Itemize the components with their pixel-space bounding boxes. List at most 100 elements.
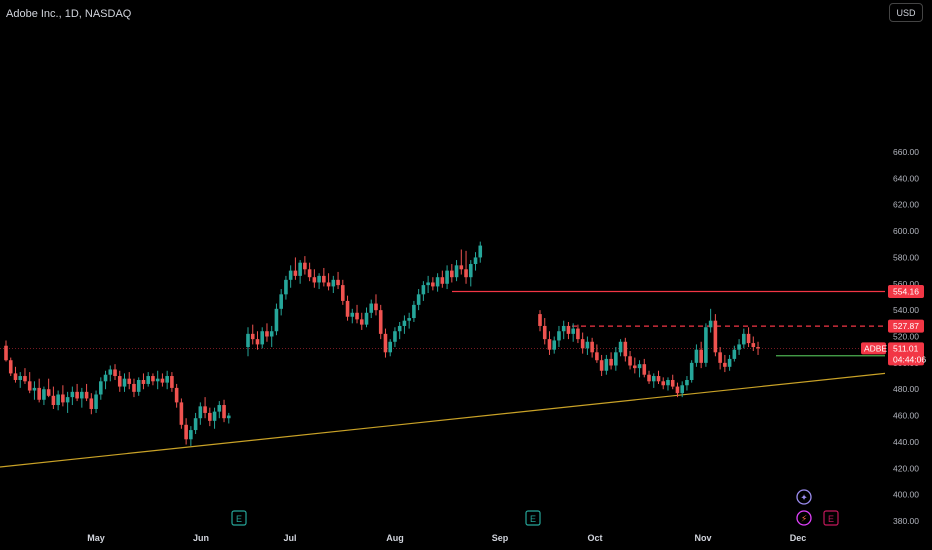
candle	[103, 370, 108, 390]
candle	[322, 267, 326, 287]
y-tick-label: 620.00	[893, 200, 919, 210]
candle	[421, 281, 426, 301]
candle	[542, 318, 547, 345]
candle-body	[99, 381, 103, 395]
candle	[713, 314, 718, 357]
candle	[431, 277, 435, 291]
candle	[595, 344, 599, 363]
candle-body	[193, 418, 198, 431]
y-tick-label: 520.00	[893, 332, 919, 342]
candle-body	[345, 300, 350, 317]
candle	[393, 327, 397, 348]
candle-body	[23, 376, 27, 382]
candle-body	[165, 376, 169, 383]
candle-body	[189, 430, 193, 440]
candle-body	[694, 349, 699, 363]
candle-body	[732, 349, 737, 359]
candle	[65, 391, 70, 413]
candle-body	[383, 333, 388, 353]
candle	[656, 370, 661, 384]
candle	[727, 354, 732, 371]
candle-body	[633, 365, 637, 369]
candle-body	[89, 398, 94, 409]
candle	[174, 383, 179, 408]
time-axis[interactable]: May Jun Jul Aug Sep Oct Nov Dec	[87, 533, 806, 543]
x-tick-label: Oct	[587, 533, 602, 543]
candle	[661, 377, 666, 390]
candle-body	[637, 364, 642, 369]
candle-body	[269, 331, 274, 337]
y-tick-label: 420.00	[893, 463, 919, 473]
candle-body	[65, 397, 70, 403]
candle-body	[718, 352, 722, 363]
currency-button[interactable]: USD	[889, 3, 923, 22]
candle-body	[651, 376, 656, 382]
candle	[364, 307, 369, 328]
candle	[341, 279, 345, 305]
candle	[737, 339, 741, 355]
candle	[355, 304, 359, 324]
candle-body	[146, 376, 150, 384]
candle	[203, 397, 207, 419]
candle-body	[8, 360, 13, 374]
candle	[397, 322, 402, 340]
candle-body	[217, 405, 222, 412]
candle-body	[170, 376, 174, 388]
candle	[407, 312, 411, 329]
candle-body	[117, 376, 122, 387]
event-star-icon	[796, 489, 812, 505]
candle	[571, 323, 575, 342]
price-tag-527.87	[888, 319, 924, 333]
candle-body	[656, 376, 661, 382]
candle-body	[459, 265, 464, 270]
earnings-icon: E	[530, 514, 536, 524]
candle-body	[132, 383, 136, 392]
candle-body	[246, 333, 250, 348]
candle-body	[312, 277, 317, 283]
candle-body	[647, 374, 651, 382]
candle-body	[727, 358, 732, 367]
symbol-tag	[861, 342, 886, 355]
candle	[307, 262, 312, 282]
candle	[113, 364, 117, 380]
candle	[388, 339, 392, 357]
candle	[666, 377, 670, 391]
candle	[464, 250, 468, 284]
candle	[108, 365, 113, 382]
candle	[369, 299, 374, 319]
candle	[614, 347, 618, 371]
candle-body	[542, 325, 547, 340]
candle	[269, 325, 274, 348]
candle-body	[37, 387, 41, 400]
candle-body	[136, 379, 141, 392]
ascending-trend-line	[0, 372, 886, 468]
candle	[46, 378, 51, 398]
candle-body	[397, 325, 402, 332]
candle	[580, 332, 585, 354]
lightning-glyph: ⚡	[801, 515, 807, 525]
candle	[56, 390, 60, 411]
price-axis[interactable]: 380.00400.00420.00440.00460.00480.00500.…	[893, 147, 919, 526]
candle	[345, 295, 350, 321]
candle-body	[585, 341, 590, 349]
x-tick-label: Nov	[694, 533, 711, 543]
candle-body	[284, 279, 288, 295]
candle-body	[18, 376, 23, 380]
candle-body	[704, 327, 708, 363]
candle-body	[274, 308, 279, 332]
x-tick-label: Jun	[193, 533, 209, 543]
candle-body	[226, 415, 231, 419]
candle-body	[84, 391, 89, 399]
candle-body	[122, 378, 127, 387]
candle-body	[580, 339, 585, 349]
candle-body	[155, 378, 160, 382]
candle-body	[402, 320, 407, 326]
candle	[680, 381, 684, 398]
y-tick-label: 640.00	[893, 173, 919, 183]
candle	[628, 350, 632, 370]
candle-body	[628, 356, 632, 366]
candle	[99, 377, 103, 400]
candle-body	[94, 394, 98, 409]
candle-body	[293, 270, 298, 276]
